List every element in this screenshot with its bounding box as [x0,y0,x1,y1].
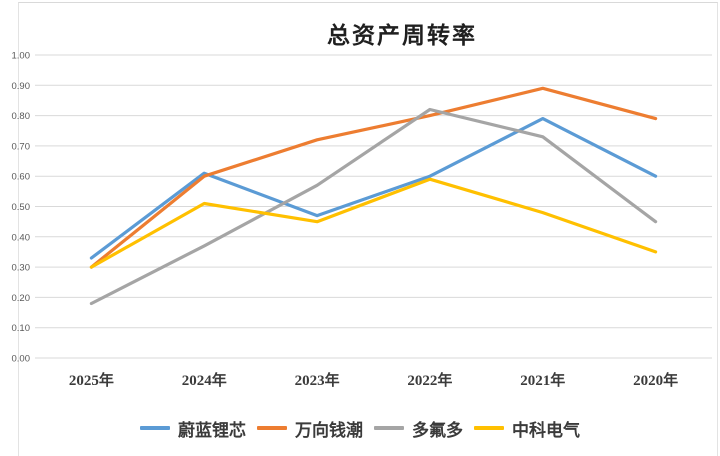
y-axis-tick-label: 0.40 [12,232,31,243]
legend-label: 多氟多 [412,420,463,440]
x-axis-label: 2022年 [407,371,452,389]
legend-label: 蔚蓝锂芯 [178,420,246,440]
series-line-1 [89,86,658,269]
y-axis-tick-label: 0.00 [12,354,31,365]
y-axis-tick-label: 0.10 [12,323,31,334]
y-axis-tick-label: 0.60 [12,172,31,183]
x-axis-label: 2025年 [69,371,114,389]
legend-label: 万向钱潮 [295,420,363,440]
y-axis-tick-label: 0.70 [12,141,31,152]
y-axis-tick-label: 0.90 [12,81,31,92]
x-axis-label: 2020年 [633,371,678,389]
x-axis-label: 2021年 [520,371,565,389]
x-axis-label: 2024年 [182,371,227,389]
legend-item-2: 多氟多 [374,416,463,441]
legend-label: 中科电气 [512,420,580,440]
y-axis-tick-label: 0.30 [12,263,31,274]
legend: 蔚蓝锂芯 万向钱潮 多氟多 中科电气 [0,413,720,443]
legend-item-1: 万向钱潮 [257,416,363,441]
x-axis-label: 2023年 [295,371,340,389]
legend-line-swatch [257,426,287,430]
legend-item-0: 蔚蓝锂芯 [140,416,246,441]
y-axis-tick-label: 0.20 [12,293,31,304]
legend-line-swatch [474,426,504,430]
series-line-3 [89,177,658,269]
legend-line-swatch [374,426,404,430]
series-line-2 [89,107,658,306]
y-axis-tick-label: 1.00 [12,51,31,62]
legend-item-3: 中科电气 [474,416,580,441]
chart-title: 总资产周转率 [327,23,477,48]
line-chart: 0.00 0.10 0.20 0.30 0.40 0.50 0.60 0.70 0.80 0.90… [12,51,712,389]
legend-line-swatch [140,426,170,430]
y-axis-tick-label: 0.80 [12,111,31,122]
series-line-0 [89,116,658,260]
y-axis-tick-label: 0.50 [12,202,31,213]
